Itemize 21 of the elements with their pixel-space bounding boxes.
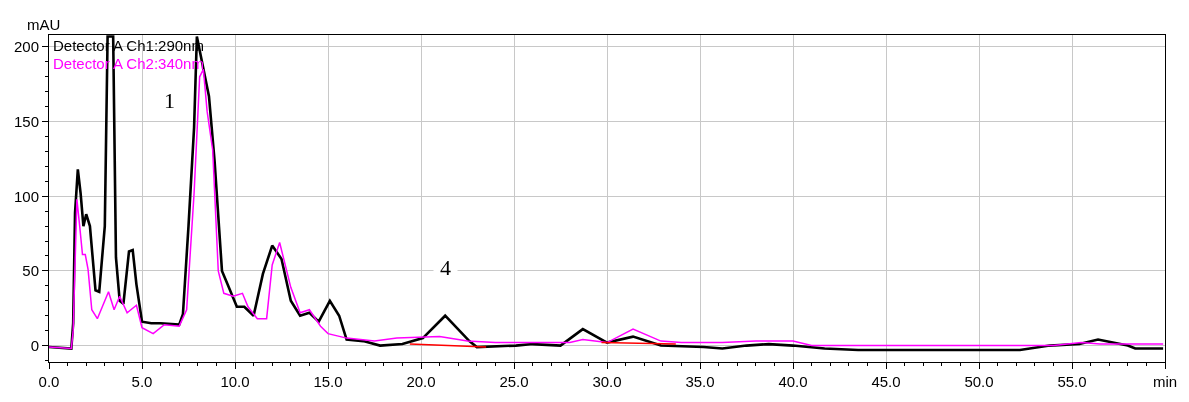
x-tick-label: min (1152, 373, 1178, 390)
x-tick-label: 15.0 (313, 373, 343, 390)
x-tick-label: 0.0 (38, 373, 60, 390)
annotation: 4 (440, 255, 451, 280)
y-tick-label: 50 (22, 262, 39, 280)
x-tick-label: 45.0 (871, 373, 901, 390)
y-tick-label: 200 (13, 38, 39, 56)
x-tick-label: 10.0 (220, 373, 250, 390)
x-tick-label: 25.0 (499, 373, 529, 390)
x-tick-label: 30.0 (592, 373, 622, 390)
y-tick-label: 0 (30, 336, 39, 354)
y-axis-title: mAU (27, 16, 61, 33)
x-tick-label: 20.0 (406, 373, 436, 390)
x-tick-label: 40.0 (778, 373, 808, 390)
x-tick-label: 50.0 (964, 373, 994, 390)
annotation: 1 (164, 88, 175, 113)
y-tick-label: 100 (13, 187, 39, 205)
y-tick-label: 150 (13, 112, 39, 130)
x-tick-label: 55.0 (1057, 373, 1087, 390)
x-tick-label: 5.0 (131, 373, 153, 390)
x-tick-label: 35.0 (685, 373, 715, 390)
